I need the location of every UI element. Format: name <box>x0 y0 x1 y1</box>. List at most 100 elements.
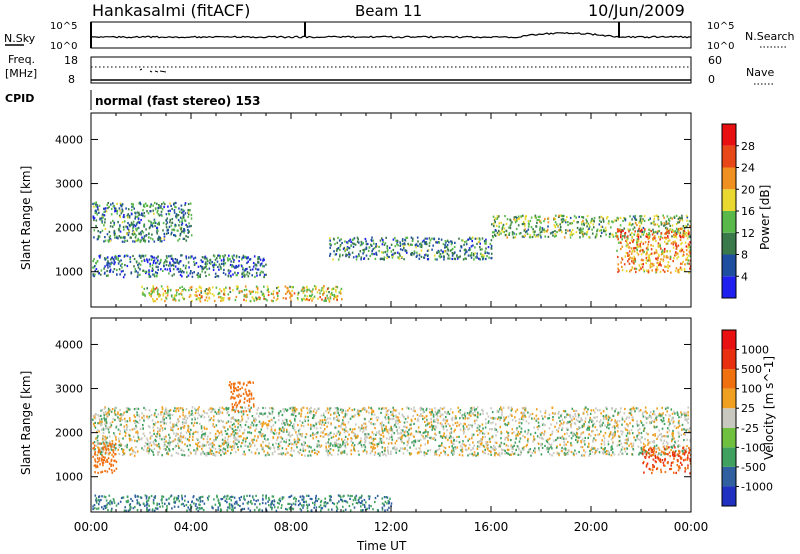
echo-cell <box>304 294 306 297</box>
echo-cell <box>458 441 461 444</box>
echo-cell <box>463 443 465 446</box>
echo-cell <box>577 416 580 419</box>
echo-cell <box>594 434 597 437</box>
echo-cell <box>360 243 363 246</box>
echo-cell <box>527 228 530 231</box>
echo-cell <box>198 286 201 289</box>
echo-cell <box>593 437 595 440</box>
echo-cell <box>124 273 126 276</box>
echo-cell <box>675 214 678 217</box>
echo-cell <box>191 255 193 258</box>
echo-cell <box>148 269 150 272</box>
echo-cell <box>624 231 627 235</box>
echo-cell <box>667 229 670 233</box>
echo-cell <box>498 215 500 218</box>
echo-cell <box>173 409 175 412</box>
echo-cell <box>345 255 347 258</box>
echo-cell <box>682 231 684 234</box>
echo-cell <box>380 251 383 254</box>
echo-cell <box>638 264 641 267</box>
echo-cell <box>292 411 294 414</box>
echo-cell <box>655 214 658 217</box>
colorbar-tick-label: 20 <box>741 183 755 196</box>
echo-cell <box>208 290 211 293</box>
echo-cell <box>182 411 184 414</box>
echo-cell <box>153 432 155 435</box>
echo-cell <box>488 449 491 453</box>
echo-cell <box>123 216 126 219</box>
echo-cell <box>289 434 292 437</box>
echo-cell <box>126 410 129 414</box>
echo-cell <box>107 274 109 277</box>
echo-cell <box>247 425 250 429</box>
echo-cell <box>171 440 173 444</box>
echo-cell <box>583 222 585 225</box>
echo-cell <box>223 442 226 445</box>
echo-cell <box>357 442 360 446</box>
echo-cell <box>259 412 261 415</box>
echo-cell <box>153 220 156 223</box>
echo-cell <box>150 435 152 438</box>
echo-cell <box>103 267 105 270</box>
echo-cell <box>543 220 545 223</box>
echo-cell <box>173 203 175 206</box>
echo-cell <box>118 444 121 447</box>
echo-cell <box>522 434 524 438</box>
echo-cell <box>325 433 328 436</box>
echo-cell <box>144 270 147 273</box>
echo-cell <box>262 413 264 417</box>
echo-cell <box>245 420 248 423</box>
echo-cell <box>448 436 451 439</box>
echo-cell <box>647 243 649 246</box>
echo-cell <box>620 233 622 236</box>
echo-cell <box>341 451 344 454</box>
echo-cell <box>632 228 634 231</box>
echo-cell <box>254 444 256 447</box>
echo-cell <box>413 440 415 443</box>
echo-cell <box>474 237 477 240</box>
echo-cell <box>588 454 590 457</box>
echo-cell <box>379 239 382 242</box>
echo-cell <box>335 406 338 410</box>
echo-cell <box>114 418 116 422</box>
echo-cell <box>235 442 238 446</box>
echo-cell <box>403 442 405 445</box>
echo-cell <box>552 418 554 421</box>
echo-cell <box>622 219 624 223</box>
echo-cell <box>138 213 141 216</box>
echo-cell <box>278 289 280 292</box>
echo-cell <box>256 274 258 277</box>
echo-cell <box>212 453 214 456</box>
echo-cell <box>104 221 106 224</box>
echo-cell <box>604 226 607 229</box>
echo-cell <box>268 453 270 456</box>
echo-cell <box>390 429 393 432</box>
echo-cell <box>143 237 145 240</box>
echo-cell <box>454 428 456 431</box>
echo-cell <box>138 254 141 257</box>
echo-cell <box>536 219 539 222</box>
echo-cell <box>262 406 264 410</box>
echo-cell <box>494 454 496 457</box>
echo-cell <box>439 415 442 418</box>
echo-cell <box>241 275 244 278</box>
echo-cell <box>688 262 691 265</box>
echo-cell <box>451 419 454 422</box>
echo-cell <box>606 215 609 219</box>
echo-cell <box>175 201 177 205</box>
echo-cell <box>543 228 546 231</box>
echo-cell <box>139 427 142 430</box>
echo-cell <box>109 237 111 241</box>
echo-cell <box>681 234 684 237</box>
echo-cell <box>336 241 339 244</box>
echo-cell <box>149 220 152 223</box>
echo-cell <box>116 268 118 272</box>
echo-cell <box>684 241 687 244</box>
echo-cell <box>143 215 146 218</box>
echo-cell <box>128 417 131 420</box>
echo-cell <box>114 434 116 437</box>
echo-cell <box>125 207 127 210</box>
echo-cell <box>656 258 659 261</box>
echo-cell <box>148 275 150 278</box>
echo-cell <box>479 252 482 255</box>
